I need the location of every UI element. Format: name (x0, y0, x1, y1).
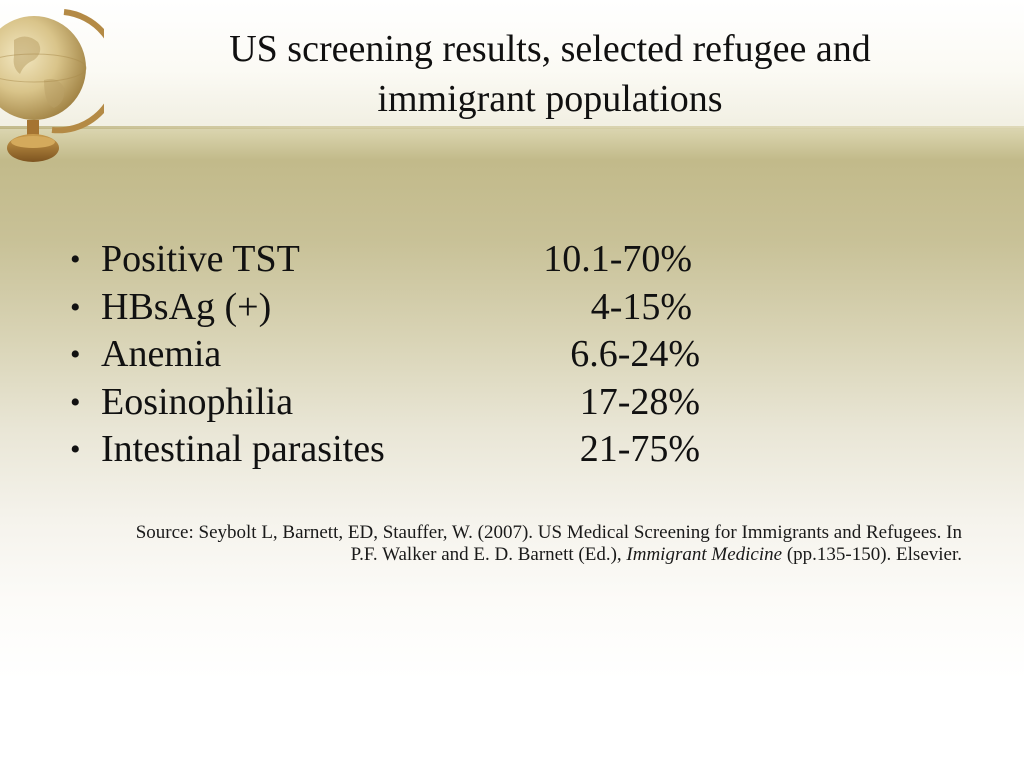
slide-title-line-1: US screening results, selected refugee a… (229, 28, 871, 70)
list-item-eosinophilia: • Eosinophilia 17-28% (70, 379, 730, 427)
item-value: 17-28% (579, 380, 700, 423)
bullet: • (70, 338, 81, 371)
bullet: • (70, 290, 81, 324)
title-divider (0, 126, 1024, 129)
results-list: • Positive TST 10.1-70% • HBsAg (+) 4-15… (70, 236, 730, 474)
item-label: Positive TST (101, 238, 300, 280)
item-value: 4-15% (590, 285, 692, 328)
source-citation: Source: Seybolt L, Barnett, ED, Stauffer… (120, 522, 962, 566)
bullet: • (70, 433, 81, 466)
citation-text: Source: Seybolt L, Barnett, ED, Stauffer… (135, 522, 962, 565)
citation-book-title: Immigrant Medicine (626, 544, 783, 565)
item-label: Eosinophilia (101, 380, 294, 423)
bullet: • (70, 243, 81, 276)
list-item-hbsag: • HBsAg (+) 4-15% (70, 284, 730, 332)
list-item-intestinal-parasites: • Intestinal parasites 21-75% (70, 426, 730, 474)
bullet: • (70, 385, 81, 419)
item-label: HBsAg (+) (101, 285, 272, 328)
item-label: Intestinal parasites (101, 428, 385, 470)
list-item-positive-tst: • Positive TST 10.1-70% (70, 236, 730, 284)
globe-icon (0, 9, 104, 162)
citation-text-end: (pp.135-150). Elsevier. (782, 544, 962, 565)
item-value: 10.1-70% (543, 238, 692, 280)
item-value: 21-75% (579, 428, 700, 470)
title-band (0, 0, 1024, 128)
item-label: Anemia (101, 333, 222, 375)
item-value: 6.6-24% (570, 333, 700, 375)
list-item-anemia: • Anemia 6.6-24% (70, 331, 730, 379)
slide-title: US screening results, selected refugee a… (150, 24, 950, 124)
slide-title-line-2: immigrant populations (377, 78, 723, 120)
